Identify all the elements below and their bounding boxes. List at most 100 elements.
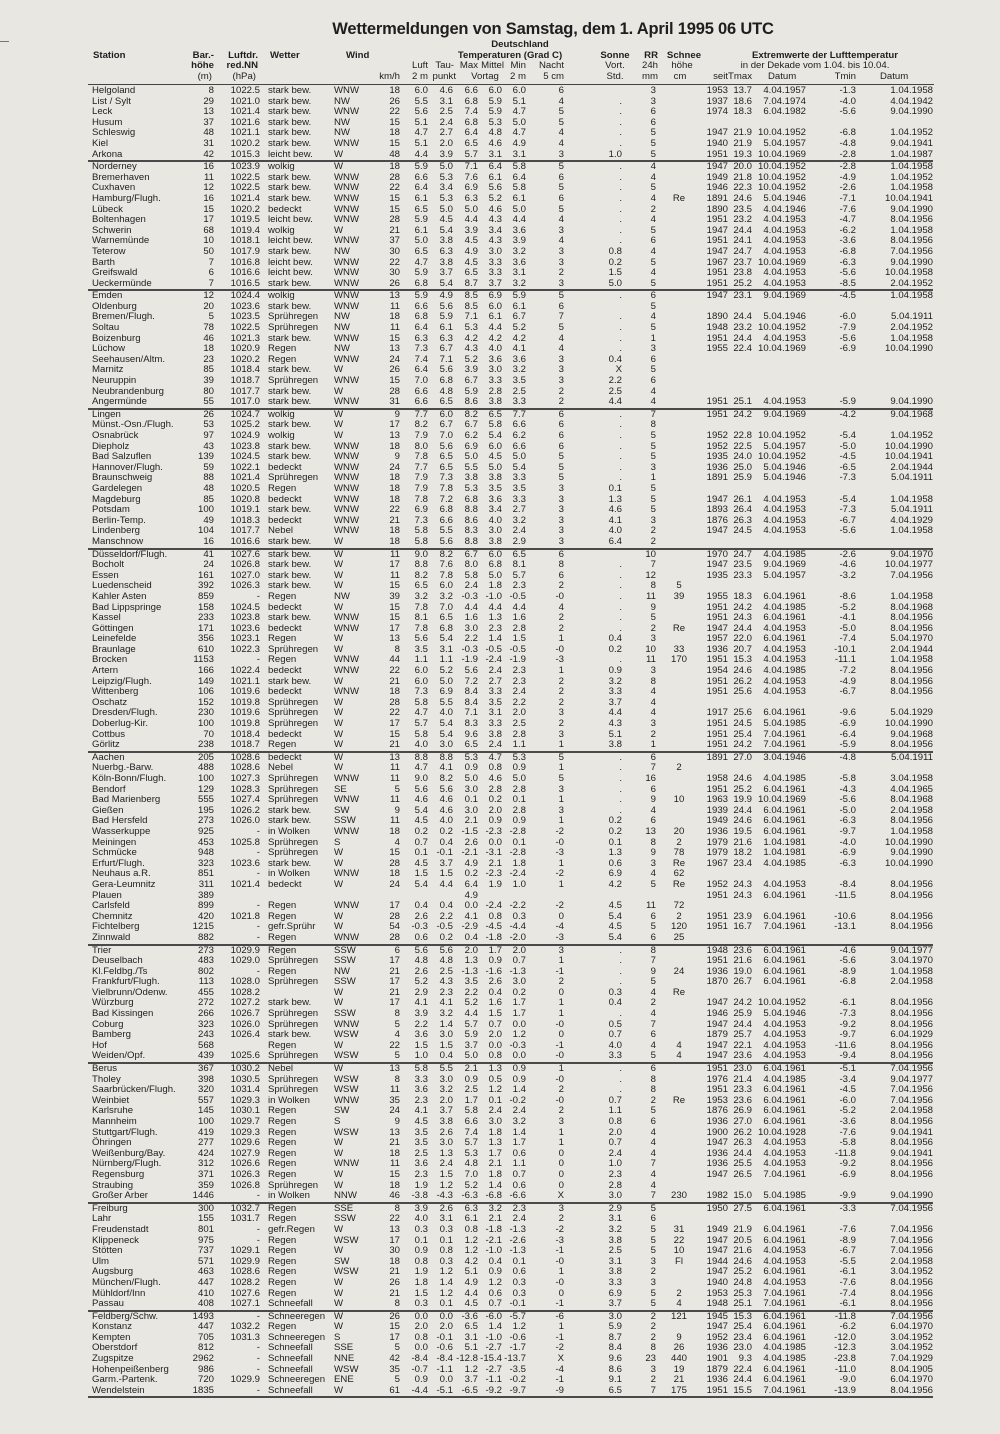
cell-tmax-record: 27.0 [728,750,752,764]
cell-air-temp: 4.7 [414,127,428,139]
cell-sunshine: . [619,804,622,816]
cell-wind-speed: 17 [389,559,400,571]
cell-night-temp-5cm: -3 [555,931,564,943]
cell-tmax-date: 7.04.1961 [763,728,806,740]
cell-wind-speed: 15 [389,137,400,149]
cell-night-temp-5cm: -2 [555,825,564,837]
cell-tmax-date: 4.04.1953 [763,396,806,408]
cell-snow-depth [658,666,700,677]
cell-precipitation: 5 [650,1298,656,1310]
station-row: Hamburg/Flugh. 16 1021.4 stark bew. WNW 15 6.1… [88,192,933,205]
station-row: Deuselbach 483 1029.0 Sprühregen SSW 17 4.8 4.8… [88,955,933,967]
cell-tmax-date: 7.04.1961 [763,1287,806,1299]
cell-precipitation: 8 [625,943,658,957]
cell-tmin-record: -2.6 [839,182,856,194]
cell-tmax-date: 4.04.1953 [763,643,806,655]
cell-dew-point: 1.5 [439,1168,453,1180]
cell-wind-direction: WNW [334,182,360,194]
cell-tmin-record: -5.2 [839,601,856,613]
cell-tmax-date: 1.04.1981 [763,847,806,859]
cell-max-temp: 3.0 [464,804,478,816]
cell-sunshine: . [619,182,622,194]
station-row: Fichtelberg 1215- gefr.Sprühr W 54 -0.3 -0.5 -2… [88,922,933,933]
cell-max-temp: 3.7 [464,1374,478,1386]
cell-barometer-height: 420 [197,910,214,922]
cell-wind-speed: 8 [394,643,400,655]
cell-max-temp: 6.6 [464,85,478,96]
cell-pressure: 1027.1 [230,1298,260,1310]
cell-station: Braunlage [92,643,136,655]
cell-pressure: 1026.2 [230,804,260,816]
cell-tmin-date: 2.04.1958 [890,804,933,816]
cell-tmax-date: 5.04.1946 [763,461,806,473]
cell-tmin-date: 5.04.1911 [856,750,933,764]
cell-wind-direction: W [334,1179,344,1191]
cell-dew-point: 1.2 [439,1287,453,1299]
cell-station: Passau [92,1298,124,1310]
cell-min-temp: 0.7 [512,1168,526,1180]
cell-tmin-record: -6.1 [839,1266,856,1278]
cell-station: Regensburg [92,1168,145,1180]
cell-max-temp: 7.1 [464,311,478,323]
cell-dew-point: 1.4 [439,1276,453,1288]
cell-tmax-record: 24.5 [733,718,752,730]
cell-mean-temp: 5.0 [488,569,502,581]
cell-tmax-record: 23.1 [728,289,752,302]
cell-tmin-record: -4.5 [806,289,856,302]
cell-snow-depth [658,279,700,291]
cell-record-since: 1951 [700,1062,728,1075]
cell-tmax-record: 23.3 [733,569,752,581]
cell-night-temp-5cm: 1 [558,1126,564,1138]
cell-record-since: 1951 [706,654,728,666]
cell-tmax-record: 26.4 [733,504,752,516]
station-row: Marnitz 85 1018.4 stark bew. W 26 6.4 5.6 3.9 3.0… [88,365,933,376]
cell-barometer-height: 571 [197,1255,214,1267]
station-row: Weiden/Opf. 439 1025.6 Sprühregen WSW 5 1.0 0.4… [88,1051,933,1063]
cell-tmin-date: 2.04.1958 [890,976,933,988]
cell-max-temp: 1.3 [464,955,478,967]
cell-record-since: 1944 [706,1255,728,1267]
cell-weather: stark bew. [268,440,312,452]
cell-dew-point: 5.6 [439,440,453,452]
cell-record-since: 1974 [706,106,728,118]
station-row: Bocholt 24 1026.8 stark bew. W 17 8.8 7.6 8.0 6.8… [88,560,933,571]
cell-pressure: 1018.3 [230,514,260,526]
cell-mean-temp: 0.6 [488,1287,502,1299]
cell-record-since: 1947 [700,289,728,302]
cell-snow-depth [658,1170,700,1181]
cell-record-since: 1949 [706,1223,728,1235]
cell-min-temp: -2.0 [509,931,526,943]
cell-barometer-height: 483 [197,955,214,967]
cell-tmin-record: -5.6 [839,794,856,806]
cell-barometer-height: 925 [197,825,214,837]
cell-sunshine: . [619,192,622,204]
cell-dew-point: 4.6 [439,794,453,806]
cell-snow-depth: 4 [676,1039,682,1051]
cell-tmin-record: -5.6 [839,525,856,537]
cell-dew-point: 0.1 [439,1234,453,1246]
cell-wind-speed: 13 [389,1223,400,1235]
cell-mean-temp: -1.8 [485,1223,502,1235]
cell-snow-depth: 19 [673,1363,685,1375]
cell-station: Soltau [92,322,120,334]
cell-tmax-date [752,355,806,366]
cell-sunshine: 4.2 [608,878,622,890]
cell-max-temp: 8.5 [464,300,478,312]
station-row: Braunschweig 88 1021.4 Sprühregen WNW 18 7.9 7.… [88,473,933,484]
cell-wind-direction: WNW [334,1094,360,1106]
cell-wind-speed: 17 [389,955,400,967]
header-luft-2m-1: Luft [411,60,428,71]
cell-air-temp: 2.6 [414,965,428,977]
cell-snow-depth [658,719,700,730]
cell-pressure: 1029.3 [230,1094,260,1106]
cell-precipitation: 7 [650,1018,656,1030]
cell-wind-direction: WNW [334,622,360,634]
cell-sunshine: 0.2 [608,256,622,268]
cell-wind-direction: SSW [334,1213,356,1225]
cell-wind-direction: NW [334,590,350,602]
cell-barometer-height: 737 [197,1245,214,1257]
cell-snow-depth [658,289,700,302]
cell-precipitation: 1 [650,332,656,344]
cell-mean-temp: 4.0 [488,514,502,526]
cell-min-temp: -5.7 [502,1309,526,1323]
